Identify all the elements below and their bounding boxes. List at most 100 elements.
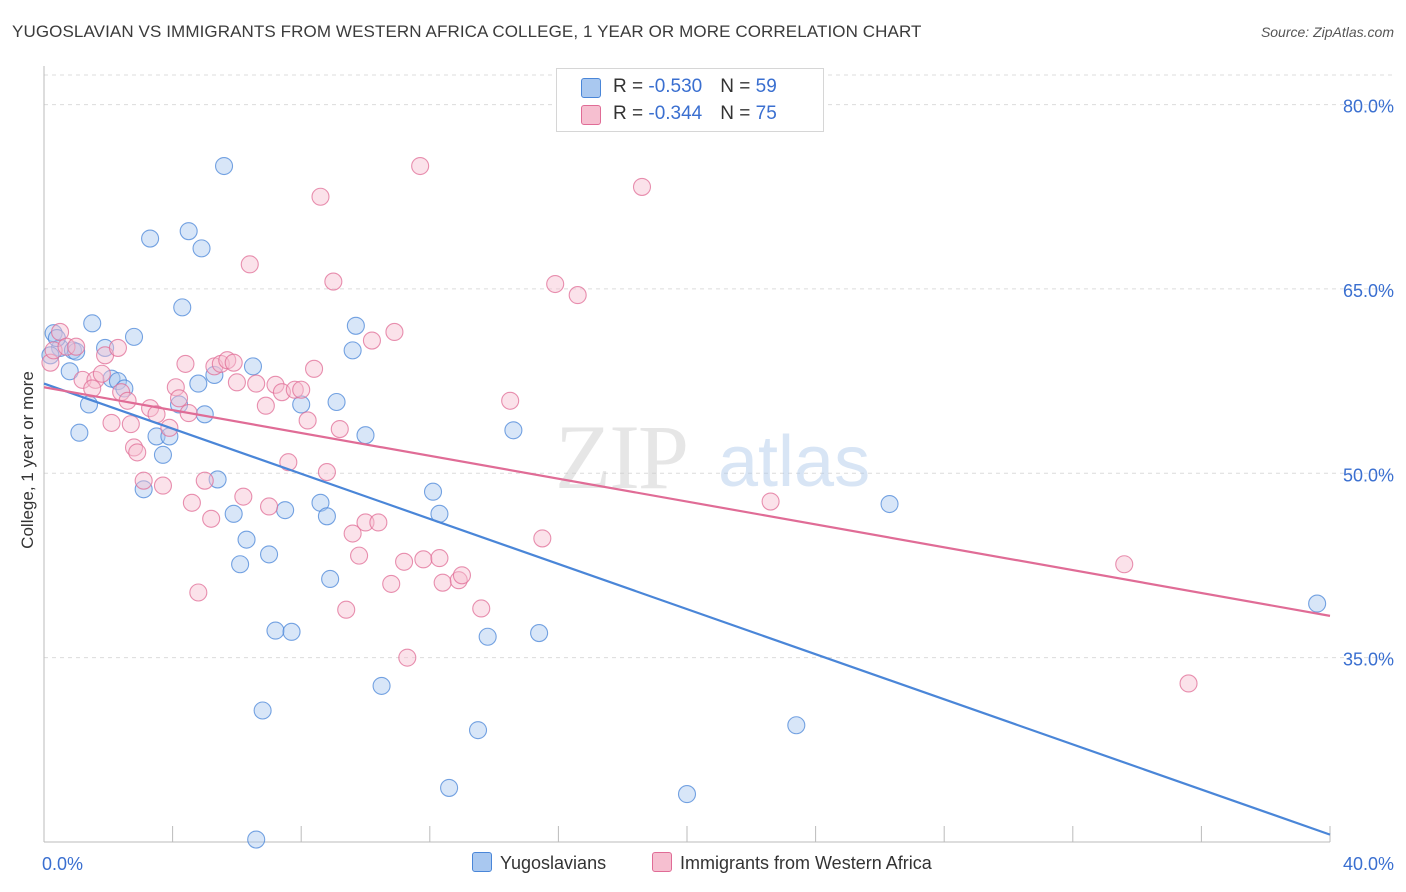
point-western-africa (108, 338, 127, 357)
point-yugoslavians (41, 346, 60, 365)
point-western-africa (292, 380, 311, 399)
point-yugoslavians (440, 778, 459, 797)
point-western-africa (356, 513, 375, 532)
point-western-africa (259, 497, 279, 516)
point-yugoslavians (1308, 594, 1327, 613)
legend-swatch-blue (581, 78, 601, 98)
stats-legend: R = -0.530 N = 59 R = -0.344 N = 75 (556, 68, 824, 132)
source-label: Source: ZipAtlas.com (1260, 24, 1394, 40)
trend-line-western-africa (43, 386, 1331, 617)
point-western-africa (83, 379, 102, 398)
tick-labels: 35.0% 50.0% 65.0% 80.0% 0.0% 40.0% (42, 97, 1394, 874)
point-western-africa (433, 573, 452, 592)
data-points (41, 156, 1327, 849)
point-yugoslavians (880, 494, 899, 514)
point-yugoslavians (317, 507, 336, 526)
point-western-africa (533, 529, 552, 548)
point-yugoslavians (343, 341, 362, 360)
y-tick-label: 35.0% (1343, 650, 1394, 670)
point-western-africa (311, 187, 330, 206)
point-western-africa (124, 438, 144, 457)
n-value: 59 (755, 76, 777, 97)
point-yugoslavians (173, 298, 192, 317)
chart-title: YUGOSLAVIAN VS IMMIGRANTS FROM WESTERN A… (12, 22, 922, 41)
point-western-africa (285, 380, 304, 399)
point-western-africa (169, 389, 189, 408)
point-yugoslavians (478, 627, 497, 646)
axes (43, 66, 1331, 843)
watermark-atlas: atlas (718, 422, 870, 502)
point-western-africa (195, 471, 214, 490)
legend-label: Immigrants from Western Africa (680, 853, 932, 873)
point-yugoslavians (346, 316, 365, 335)
y-tick-label: 50.0% (1343, 465, 1394, 485)
point-western-africa (305, 359, 324, 378)
point-western-africa (134, 471, 153, 490)
point-yugoslavians (266, 621, 285, 640)
trend-lines (43, 382, 1331, 836)
point-western-africa (189, 583, 208, 602)
y-axis-label: College, 1 year or more (18, 371, 37, 549)
point-western-africa (224, 353, 243, 372)
point-western-africa (761, 492, 780, 511)
x-tick-label: 0.0% (42, 854, 83, 874)
point-yugoslavians (96, 338, 115, 357)
watermark: ZIP atlas (555, 406, 870, 508)
point-western-africa (279, 453, 298, 472)
watermark-zip: ZIP (555, 406, 687, 508)
y-tick-label: 80.0% (1343, 97, 1394, 117)
point-yugoslavians (423, 482, 443, 501)
point-yugoslavians (231, 555, 250, 574)
point-yugoslavians (787, 716, 806, 735)
point-western-africa (153, 476, 173, 495)
point-western-africa (266, 375, 285, 394)
point-yugoslavians (276, 501, 295, 520)
point-yugoslavians (282, 622, 301, 641)
r-value: -0.530 (648, 76, 703, 97)
point-western-africa (385, 322, 404, 342)
point-western-africa (317, 463, 336, 482)
point-western-africa (176, 354, 195, 373)
point-western-africa (128, 443, 147, 462)
point-yugoslavians (504, 421, 523, 440)
point-western-africa (337, 600, 356, 619)
point-western-africa (202, 509, 221, 528)
point-yugoslavians (247, 830, 266, 849)
point-western-africa (182, 493, 201, 512)
point-western-africa (102, 413, 121, 432)
point-yugoslavians (67, 342, 86, 361)
point-western-africa (121, 415, 140, 434)
point-western-africa (227, 373, 246, 392)
n-label: N = (720, 76, 756, 97)
point-western-africa (256, 396, 275, 415)
point-yugoslavians (321, 569, 340, 589)
point-western-africa (449, 571, 468, 590)
n-label: N = (720, 103, 756, 124)
legend-item-yugoslavians: Yugoslavians (472, 852, 606, 874)
point-western-africa (92, 364, 111, 383)
point-yugoslavians (677, 785, 697, 804)
point-yugoslavians (60, 362, 79, 381)
y-tick-label: 65.0% (1343, 281, 1394, 301)
point-western-africa (568, 286, 587, 305)
point-western-africa (369, 513, 388, 532)
point-western-africa (546, 274, 565, 294)
point-yugoslavians (214, 156, 234, 176)
point-western-africa (398, 648, 417, 667)
x-tick-label: 40.0% (1343, 854, 1394, 874)
point-western-africa (632, 177, 652, 196)
point-western-africa (240, 255, 259, 274)
point-yugoslavians (468, 721, 488, 740)
point-western-africa (67, 337, 86, 356)
point-western-africa (234, 487, 253, 506)
point-western-africa (1179, 674, 1198, 693)
point-western-africa (414, 550, 433, 569)
point-yugoslavians (124, 327, 144, 346)
legend-swatch-pink (581, 105, 601, 125)
point-yugoslavians (108, 372, 127, 391)
point-western-africa (382, 574, 401, 593)
point-western-africa (1115, 555, 1134, 574)
legend-swatch-pink (652, 852, 672, 872)
point-western-africa (452, 566, 472, 585)
point-western-africa (501, 391, 520, 410)
